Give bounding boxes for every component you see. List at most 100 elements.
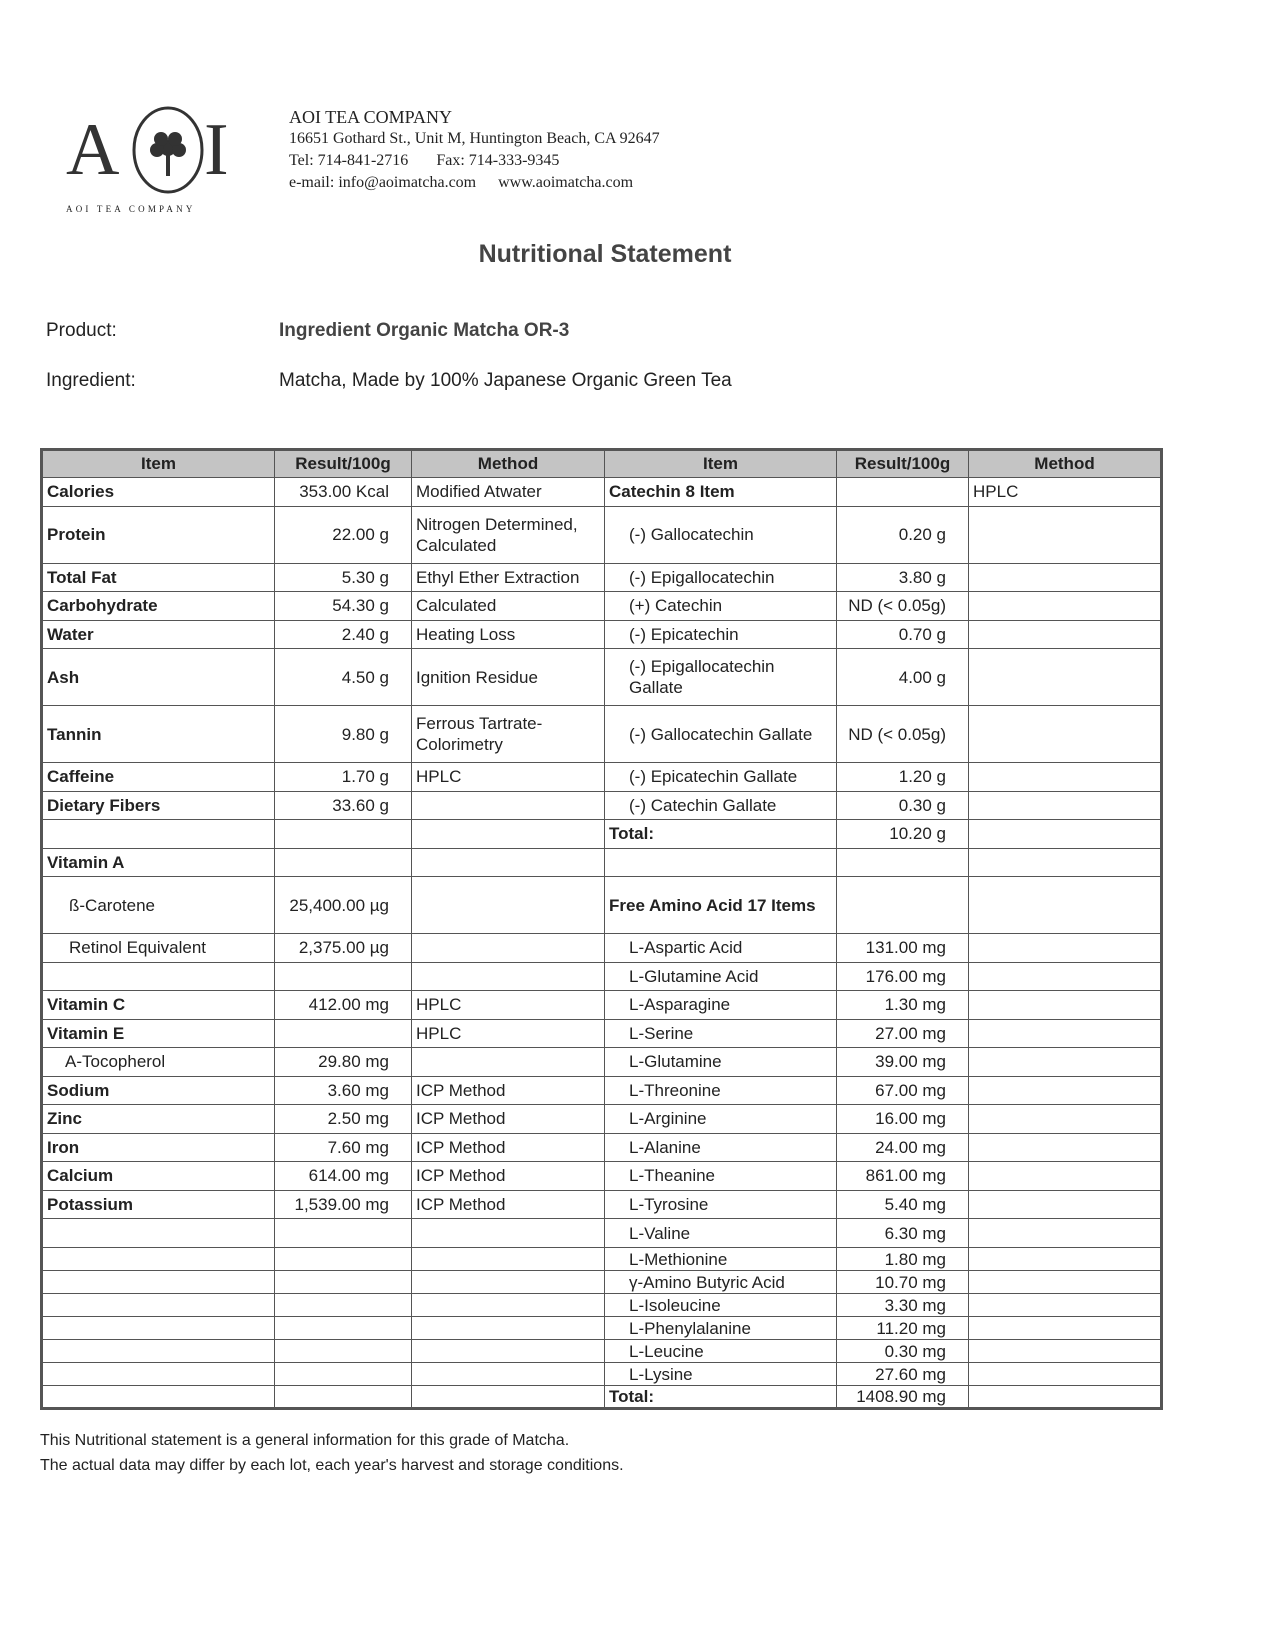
table-row: Water 2.40 g Heating Loss (-) Epicatechin 0.…	[41, 619, 1162, 649]
table-cell: Catechin 8 Item	[604, 477, 837, 507]
logo-letter: A	[66, 109, 120, 191]
table-cell: Vitamin E	[41, 1018, 275, 1048]
table-cell: 3.80 g	[836, 562, 969, 592]
table-cell: 1.70 g	[274, 762, 412, 792]
table-cell	[274, 1293, 412, 1317]
table-cell: ICP Method	[411, 1189, 605, 1219]
table-cell: (-) Catechin Gallate	[604, 790, 837, 820]
field-label: Product:	[46, 320, 117, 341]
table-cell: HPLC	[968, 477, 1162, 507]
table-cell: ß-Carotene	[41, 876, 275, 934]
table-cell	[274, 819, 412, 849]
table-cell: Total:	[604, 819, 837, 849]
table-row: ß-Carotene 25,400.00 µg Free Amino Acid 17…	[41, 876, 1162, 934]
table-cell: Iron	[41, 1132, 275, 1162]
table-cell: (-) Epigallocatechin	[604, 562, 837, 592]
table-cell: Total:	[604, 1385, 837, 1409]
table-cell: 5.30 g	[274, 562, 412, 592]
table-cell	[968, 1132, 1162, 1162]
table-cell: Ignition Residue	[411, 648, 605, 706]
table-cell: L-Aspartic Acid	[604, 933, 837, 963]
table-cell: L-Glutamine Acid	[604, 961, 837, 991]
table-cell: Protein	[41, 505, 275, 564]
table-cell	[968, 990, 1162, 1020]
table-cell	[968, 1189, 1162, 1219]
table-cell	[968, 1104, 1162, 1134]
table-cell: (-) Epicatechin Gallate	[604, 762, 837, 792]
company-name: AOI TEA COMPANY	[289, 107, 453, 127]
table-cell: Sodium	[41, 1075, 275, 1105]
table-cell: (+) Catechin	[604, 591, 837, 621]
table-cell	[968, 1293, 1162, 1317]
table-cell: HPLC	[411, 762, 605, 792]
table-row: L-Lysine 27.60 mg	[41, 1362, 1162, 1386]
table-cell: 412.00 mg	[274, 990, 412, 1020]
email: e-mail: info@aoimatcha.com	[289, 174, 477, 191]
tel: Tel: 714-841-2716	[289, 152, 409, 169]
table-cell: Nitrogen Determined, Calculated	[411, 505, 605, 564]
table-cell: Water	[41, 619, 275, 649]
table-cell: 11.20 mg	[836, 1316, 969, 1340]
table-cell	[274, 1018, 412, 1048]
table-cell: Calcium	[41, 1161, 275, 1191]
table-row: L-Methionine 1.80 mg	[41, 1247, 1162, 1271]
table-cell: L-Serine	[604, 1018, 837, 1048]
table-cell: 1.30 mg	[836, 990, 969, 1020]
table-cell	[836, 876, 969, 934]
fax: Fax: 714-333-9345	[436, 152, 560, 169]
table-cell	[411, 1270, 605, 1294]
table-cell	[968, 648, 1162, 706]
table-cell: Modified Atwater	[411, 477, 605, 507]
table-cell	[41, 1218, 275, 1248]
table-cell	[41, 1339, 275, 1363]
table-cell: 10.20 g	[836, 819, 969, 849]
table-cell: Tannin	[41, 705, 275, 763]
table-cell: 29.80 mg	[274, 1047, 412, 1077]
field-value: Ingredient Organic Matcha OR-3	[279, 320, 570, 341]
logo-emblem	[132, 106, 204, 194]
column-header: Result/100g	[274, 449, 412, 478]
table-cell	[41, 1293, 275, 1317]
table-cell	[968, 1270, 1162, 1294]
table-cell: 24.00 mg	[836, 1132, 969, 1162]
table-row: L-Leucine 0.30 mg	[41, 1339, 1162, 1363]
column-header: Item	[604, 449, 837, 478]
table-cell: (-) Epicatechin	[604, 619, 837, 649]
table-cell: 33.60 g	[274, 790, 412, 820]
table-cell	[411, 1339, 605, 1363]
table-cell	[274, 847, 412, 877]
table-cell	[274, 1218, 412, 1248]
table-row: Iron 7.60 mg ICP Method L-Alanine 24.00 mg	[41, 1132, 1162, 1162]
table-cell	[411, 961, 605, 991]
table-cell	[968, 1316, 1162, 1340]
table-row: Sodium 3.60 mg ICP Method L-Threonine 67.00 …	[41, 1075, 1162, 1105]
table-cell: 0.70 g	[836, 619, 969, 649]
table-cell: 353.00 Kcal	[274, 477, 412, 507]
table-cell: L-Phenylalanine	[604, 1316, 837, 1340]
table-cell: 1.80 mg	[836, 1247, 969, 1271]
table-cell	[274, 1385, 412, 1409]
table-cell	[968, 876, 1162, 934]
table-cell: Total Fat	[41, 562, 275, 592]
table-cell	[274, 1316, 412, 1340]
header-row: Item Result/100g Method Item Result/100g Meth…	[41, 449, 1162, 478]
table-cell	[411, 1047, 605, 1077]
table-row: Retinol Equivalent 2,375.00 µg L-Aspartic …	[41, 933, 1162, 963]
table-row: Vitamin A	[41, 847, 1162, 877]
table-cell: Vitamin C	[41, 990, 275, 1020]
table-cell	[836, 477, 969, 507]
table-cell	[968, 847, 1162, 877]
table-cell	[41, 1270, 275, 1294]
table-cell: Calculated	[411, 591, 605, 621]
table-row: Zinc 2.50 mg ICP Method L-Arginine 16.00 mg	[41, 1104, 1162, 1134]
table-cell	[968, 1247, 1162, 1271]
table-cell	[968, 562, 1162, 592]
table-cell	[968, 1385, 1162, 1409]
table-cell: L-Arginine	[604, 1104, 837, 1134]
table-row: L-Glutamine Acid 176.00 mg	[41, 961, 1162, 991]
column-header: Item	[41, 449, 275, 478]
table-cell: Ash	[41, 648, 275, 706]
table-cell	[968, 1339, 1162, 1363]
table-cell	[968, 1161, 1162, 1191]
table-row: Vitamin E HPLC L-Serine 27.00 mg	[41, 1018, 1162, 1048]
